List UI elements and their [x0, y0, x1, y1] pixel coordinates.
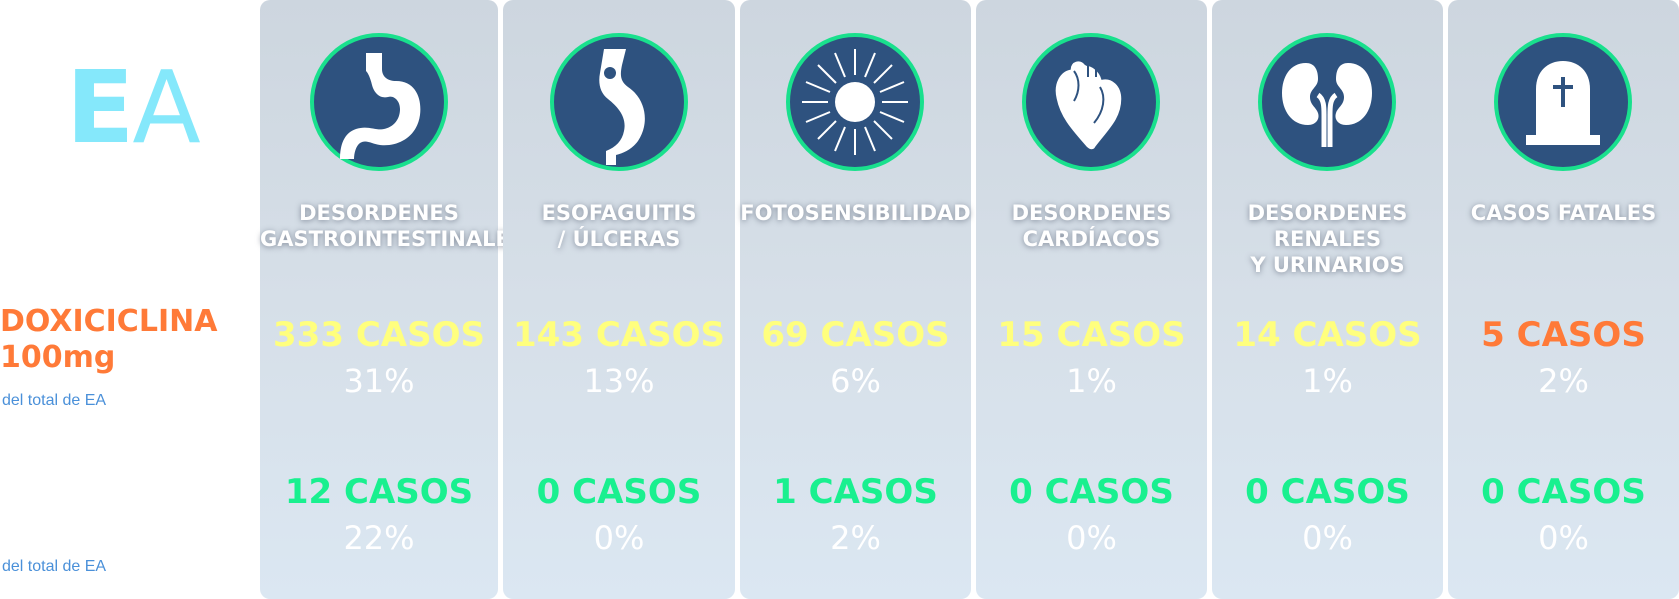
- drug-dose: 100mg: [0, 340, 116, 375]
- sun-icon: [786, 33, 924, 171]
- percent-comparison: 0%: [1302, 519, 1353, 557]
- column-title: DESORDENES RENALES Y URINARIOS: [1247, 201, 1408, 277]
- cases-comparison: 12 CASOS: [284, 472, 474, 512]
- column-title: ESOFAGUITIS / ÚLCERAS: [541, 201, 697, 251]
- cases-comparison: 0 CASOS: [1481, 472, 1646, 512]
- cases-doxiciclina: 14 CASOS: [1233, 315, 1422, 355]
- percent-doxiciclina: 1%: [1302, 362, 1353, 400]
- column-title: DESORDENES CARDÍACOS: [1011, 201, 1172, 251]
- column-gastrointestinal: DESORDENES GASTROINTESTINALES 333 CASOS …: [260, 0, 525, 599]
- percent-comparison: 0%: [593, 519, 645, 557]
- percent-doxiciclina: 2%: [1538, 362, 1589, 400]
- cases-doxiciclina: 143 CASOS: [513, 315, 725, 355]
- drug-label: DOXICICLINA 100mg: [0, 304, 217, 376]
- percent-doxiciclina: 6%: [830, 362, 881, 400]
- sidebar: EA DOXICICLINA 100mg del total de EA del…: [0, 0, 250, 599]
- cases-comparison: 1 CASOS: [773, 472, 938, 512]
- percent-comparison: 0%: [1538, 519, 1589, 557]
- percent-comparison: 0%: [1066, 519, 1117, 557]
- tombstone-icon: [1494, 33, 1632, 171]
- note-total-1: del total de EA: [2, 392, 107, 409]
- column-renal: DESORDENES RENALES Y URINARIOS 14 CASOS …: [1212, 0, 1443, 599]
- cases-doxiciclina: 15 CASOS: [997, 315, 1186, 355]
- cases-doxiciclina: 5 CASOS: [1481, 315, 1646, 355]
- percent-comparison: 22%: [343, 519, 415, 557]
- column-cardiac: DESORDENES CARDÍACOS 15 CASOS 1% 0 CASOS…: [976, 0, 1207, 599]
- cases-doxiciclina: 69 CASOS: [761, 315, 950, 355]
- cases-comparison: 0 CASOS: [1245, 472, 1410, 512]
- percent-comparison: 2%: [830, 519, 881, 557]
- percent-doxiciclina: 13%: [583, 362, 655, 400]
- drug-name: DOXICICLINA: [0, 304, 218, 339]
- stomach-icon: [310, 33, 448, 171]
- cases-comparison: 0 CASOS: [536, 472, 702, 512]
- kidneys-icon: [1258, 33, 1396, 171]
- heart-icon: [1022, 33, 1160, 171]
- note-total-2: del total de EA: [2, 558, 107, 575]
- column-title: CASOS FATALES: [1470, 201, 1657, 225]
- column-title: FOTOSENSIBILIDAD: [740, 201, 971, 225]
- column-title: DESORDENES GASTROINTESTINALES: [260, 201, 525, 251]
- column-esophagitis: ESOFAGUITIS / ÚLCERAS 143 CASOS 13% 0 CA…: [503, 0, 735, 599]
- ea-logo: EA: [66, 49, 201, 166]
- percent-doxiciclina: 1%: [1066, 362, 1117, 400]
- column-photosensitivity: FOTOSENSIBILIDAD 69 CASOS 6% 1 CASOS 2%: [740, 0, 971, 599]
- cases-doxiciclina: 333 CASOS: [273, 315, 485, 355]
- esophagus-icon: [550, 33, 688, 171]
- cases-comparison: 0 CASOS: [1009, 472, 1174, 512]
- percent-doxiciclina: 31%: [343, 362, 415, 400]
- column-fatal: CASOS FATALES 5 CASOS 2% 0 CASOS 0%: [1448, 0, 1679, 599]
